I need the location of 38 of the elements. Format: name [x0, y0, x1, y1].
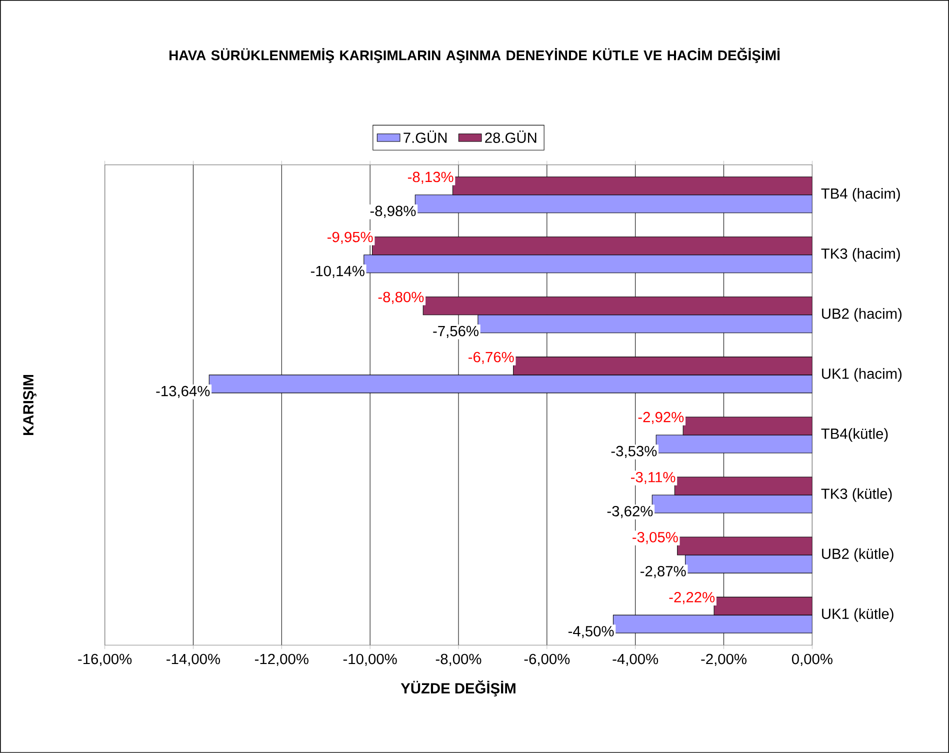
y-tick-label: UK1 (kütle) — [822, 608, 894, 622]
x-tick-label: -14,00% — [166, 654, 220, 666]
y-tick-label: UK1 (hacim) — [822, 368, 902, 382]
y-tick-label: TK3 (hacim) — [821, 248, 900, 262]
x-tick-label: -2,00% — [701, 654, 746, 666]
x-tick-label: 0,00% — [792, 654, 832, 666]
x-axis-title: YÜZDE DEĞİŞİM — [400, 680, 516, 696]
data-label: -8,13% — [408, 172, 454, 184]
x-tick-label: -4,00% — [612, 654, 658, 666]
x-tick-label: -10,00% — [343, 654, 397, 666]
data-label: -10,14% — [310, 266, 364, 278]
legend-label: 7.GÜN — [404, 130, 447, 144]
data-label: -9,95% — [328, 232, 373, 244]
data-label: -3,11% — [631, 472, 676, 484]
x-tick-label: -8,00% — [436, 654, 482, 666]
data-label: -4,50% — [568, 626, 614, 638]
data-label: -3,62% — [607, 506, 653, 518]
data-label: -2,22% — [669, 592, 715, 604]
y-tick-label: UB2 (hacim) — [822, 308, 902, 322]
data-label: -7,56% — [433, 326, 478, 338]
legend-label: 28.GÜN — [485, 130, 536, 144]
y-tick-label: TK3 (kütle) — [821, 488, 892, 502]
data-label: -6,76% — [468, 352, 514, 364]
chart-title: HAVA SÜRÜKLENMEMİŞ KARIŞIMLARIN AŞINMA DENEYİNDE KÜTLE VE HACİM DEĞİŞİMİ — [170, 48, 780, 64]
y-tick-label: UB2 (kütle) — [822, 548, 894, 562]
x-tick-label: -6,00% — [524, 654, 570, 666]
data-label: -2,87% — [640, 566, 686, 578]
data-label: -2,92% — [638, 412, 684, 424]
data-label: -8,98% — [370, 206, 416, 218]
data-label: -3,53% — [611, 446, 657, 458]
x-tick-label: -12,00% — [254, 654, 308, 666]
x-tick-label: -16,00% — [78, 654, 132, 666]
y-tick-label: TB4(kütle) — [821, 428, 888, 442]
y-tick-label: TB4 (hacim) — [821, 188, 900, 202]
data-label: -3,05% — [632, 532, 678, 544]
data-label: -13,64% — [156, 386, 210, 398]
y-axis-title: KARIŞIM — [23, 375, 36, 436]
data-label: -8,80% — [378, 292, 424, 304]
